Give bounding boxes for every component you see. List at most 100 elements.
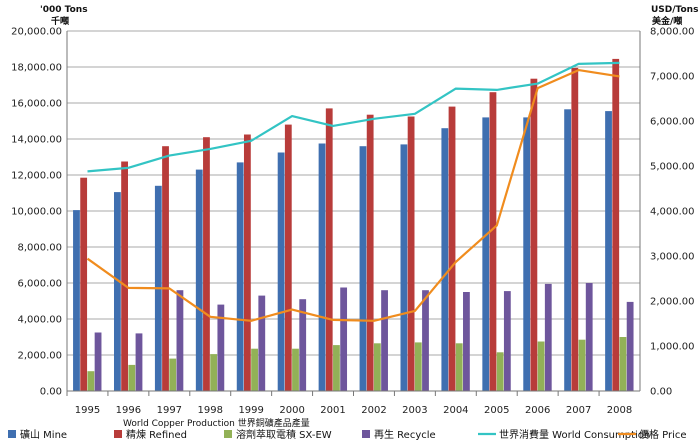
bar — [496, 352, 504, 391]
x-tick-label: 2008 — [607, 405, 632, 416]
bar — [292, 348, 299, 391]
bar-series — [73, 58, 634, 392]
bar — [169, 358, 177, 391]
bar — [113, 192, 121, 391]
x-tick-label: 1997 — [157, 405, 182, 416]
left-tick-label: 12,000.00 — [11, 171, 62, 182]
x-tick-label: 2006 — [525, 405, 550, 416]
bar — [619, 337, 627, 391]
x-tick-label: 1999 — [238, 405, 263, 416]
left-tick-label: 0.00 — [40, 387, 62, 398]
left-tick-label: 6,000.00 — [17, 279, 62, 290]
x-tick-label: 1996 — [116, 405, 141, 416]
bar — [523, 117, 531, 392]
bar — [217, 304, 225, 391]
bar — [135, 333, 143, 391]
bar — [441, 128, 449, 391]
bar — [544, 283, 552, 391]
legend-label: 精煉 Refined — [126, 428, 187, 441]
right-tick-label: 1,000.00 — [650, 342, 695, 353]
bar — [277, 152, 285, 391]
bar — [407, 116, 415, 391]
bar — [243, 134, 251, 391]
series-line — [86, 68, 620, 322]
left-tick-label: 4,000.00 — [17, 315, 62, 326]
left-tick-label: 20,000.00 — [11, 27, 62, 38]
x-tick-label: 2000 — [279, 405, 304, 416]
bar — [422, 290, 429, 391]
legend-swatch — [8, 430, 16, 438]
bar — [318, 143, 326, 391]
bar — [87, 371, 95, 391]
chart-caption: World Copper Production 世界銅礦產品產量 — [123, 417, 310, 429]
legend-label: 溶劑萃取電積 SX-EW — [236, 428, 332, 441]
bar — [284, 124, 292, 391]
bar — [333, 345, 340, 391]
bar — [571, 67, 579, 392]
bar — [482, 117, 490, 392]
legend-label: 價格 Price — [639, 428, 687, 441]
bar — [162, 146, 169, 391]
bar — [400, 144, 408, 391]
bar — [73, 210, 80, 391]
bar — [448, 106, 456, 391]
bar — [530, 78, 538, 391]
grid-lines — [67, 30, 640, 392]
bar — [612, 58, 620, 392]
left-tick-label: 14,000.00 — [11, 135, 62, 146]
bar — [463, 292, 470, 391]
bar — [585, 283, 593, 391]
right-axis-title-line2: 美金/噸 — [652, 15, 682, 27]
x-tick-label: 2002 — [361, 405, 386, 416]
left-tick-label: 2,000.00 — [17, 351, 62, 362]
bar — [626, 301, 634, 391]
x-tick-label: 2007 — [566, 405, 591, 416]
x-tick-label: 1995 — [75, 405, 100, 416]
right-tick-label: 4,000.00 — [650, 207, 695, 218]
right-axis-title-line1: USD/Tons — [651, 5, 698, 15]
bar — [373, 343, 381, 391]
bar — [195, 169, 203, 391]
legend-swatch — [362, 430, 370, 438]
x-tick-label: 2003 — [402, 405, 427, 416]
bar — [605, 111, 612, 391]
bar — [414, 342, 422, 391]
bar — [128, 364, 136, 391]
bar — [537, 341, 545, 391]
bar — [455, 343, 463, 391]
x-tick-label: 2005 — [484, 405, 509, 416]
legend-label: 世界消費量 World Consumption — [499, 428, 650, 441]
right-tick-label: 6,000.00 — [650, 117, 695, 128]
right-tick-label: 8,000.00 — [650, 27, 695, 38]
axes: 0.00 2,000.00 4,000.00 6,000.00 8,000.00 10,0… — [11, 27, 694, 417]
right-tick-label: 5,000.00 — [650, 162, 695, 173]
bar — [258, 295, 266, 391]
left-tick-label: 18,000.00 — [11, 63, 62, 74]
bar — [176, 290, 184, 391]
series-line — [87, 61, 620, 173]
right-tick-label: 2,000.00 — [650, 297, 695, 308]
legend: 礦山 Mine 精煉 Refined 溶劑萃取電積 SX-EW 再生 Recycle 世… — [8, 428, 687, 441]
right-tick-label: 3,000.00 — [650, 252, 695, 263]
bar — [489, 92, 497, 391]
bar — [366, 114, 374, 391]
bar — [94, 332, 102, 391]
bar — [236, 162, 244, 391]
left-axis-title-line1: '000 Tons — [40, 5, 88, 15]
left-tick-label: 8,000.00 — [17, 243, 62, 254]
bar — [325, 108, 333, 392]
bar — [203, 137, 210, 391]
bar — [564, 109, 572, 392]
left-tick-label: 16,000.00 — [11, 99, 62, 110]
line-series — [86, 61, 620, 322]
x-tick-label: 2004 — [443, 405, 468, 416]
bar — [299, 299, 307, 391]
left-tick-label: 10,000.00 — [11, 207, 62, 218]
bar — [381, 290, 388, 391]
legend-swatch — [224, 430, 232, 438]
bar — [80, 177, 88, 391]
bar — [251, 348, 258, 391]
bar — [340, 287, 348, 391]
legend-label: 礦山 Mine — [20, 428, 67, 441]
